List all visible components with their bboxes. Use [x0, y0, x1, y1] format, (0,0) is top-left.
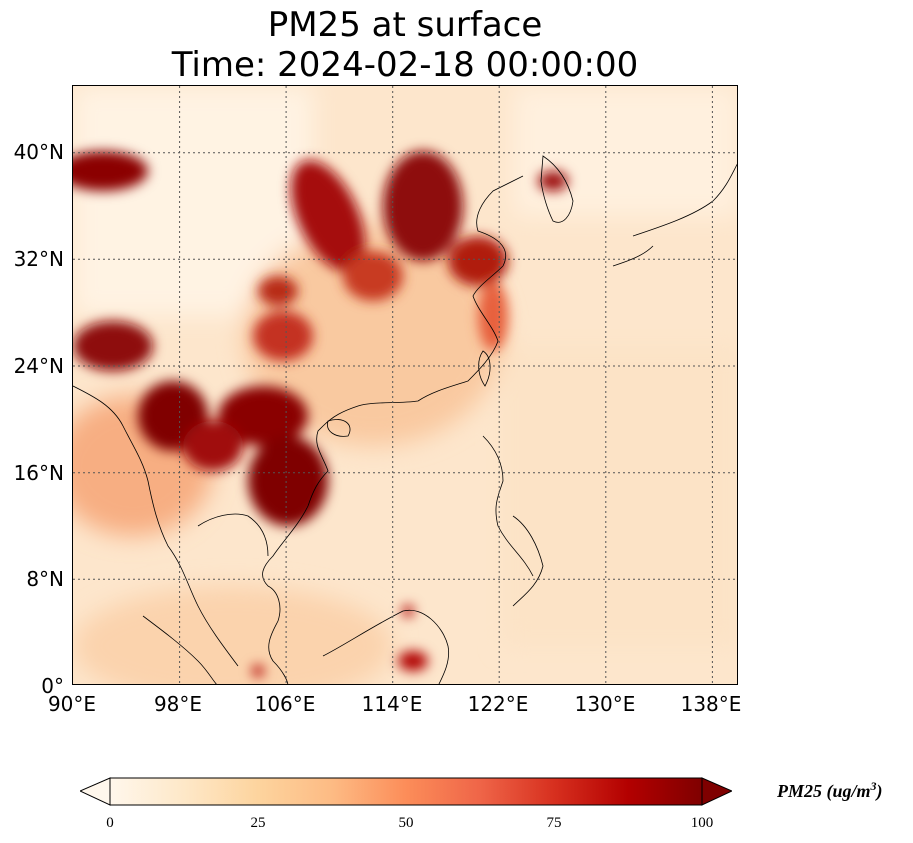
- pm25-low-field: [73, 86, 737, 684]
- colorbar-extend-high: [701, 777, 732, 806]
- lon-tick-label-130e: 130°E: [574, 692, 636, 716]
- map-panel: [72, 85, 738, 685]
- colorbar-tick-50: 50: [398, 815, 414, 831]
- figure-title-line-1: PM25 at surface: [267, 5, 543, 45]
- lat-tick-label-32n: 32°N: [13, 247, 64, 271]
- colorbar-label-close: ): [876, 781, 883, 801]
- map-svg: [73, 86, 737, 684]
- lon-tick-label-138e: 138°E: [680, 692, 742, 716]
- colorbar-label-main: PM25 (ug/m: [777, 781, 871, 801]
- colorbar-tick-100: 100: [690, 815, 714, 831]
- colorbar-extend-low: [80, 777, 111, 806]
- colorbar-label-sup: 3: [870, 779, 877, 793]
- lat-tick-label-16n: 16°N: [13, 461, 64, 485]
- lat-tick-label-40n: 40°N: [13, 140, 64, 164]
- lon-tick-label-106e: 106°E: [254, 692, 316, 716]
- lon-tick-label-90e: 90°E: [47, 692, 97, 716]
- lat-tick-label-8n: 8°N: [26, 567, 64, 591]
- figure-title-line-2: Time: 2024-02-18 00:00:00: [171, 45, 639, 85]
- colorbar-label: PM25 (ug/m3): [777, 779, 883, 802]
- lon-tick-label-114e: 114°E: [361, 692, 423, 716]
- gridlines: [73, 86, 737, 684]
- lat-tick-label-24n: 24°N: [13, 354, 64, 378]
- colorbar-gradient: [109, 777, 703, 806]
- lat-tick-label-0: 0°: [41, 674, 64, 698]
- colorbar-tick-25: 25: [250, 815, 266, 831]
- lon-tick-label-98e: 98°E: [153, 692, 203, 716]
- colorbar-tick-75: 75: [546, 815, 562, 831]
- colorbar: [80, 777, 732, 806]
- coastlines: [73, 155, 737, 684]
- pm25-hotspots: [73, 151, 568, 677]
- lon-tick-label-122e: 122°E: [467, 692, 529, 716]
- colorbar-tick-0: 0: [106, 815, 114, 831]
